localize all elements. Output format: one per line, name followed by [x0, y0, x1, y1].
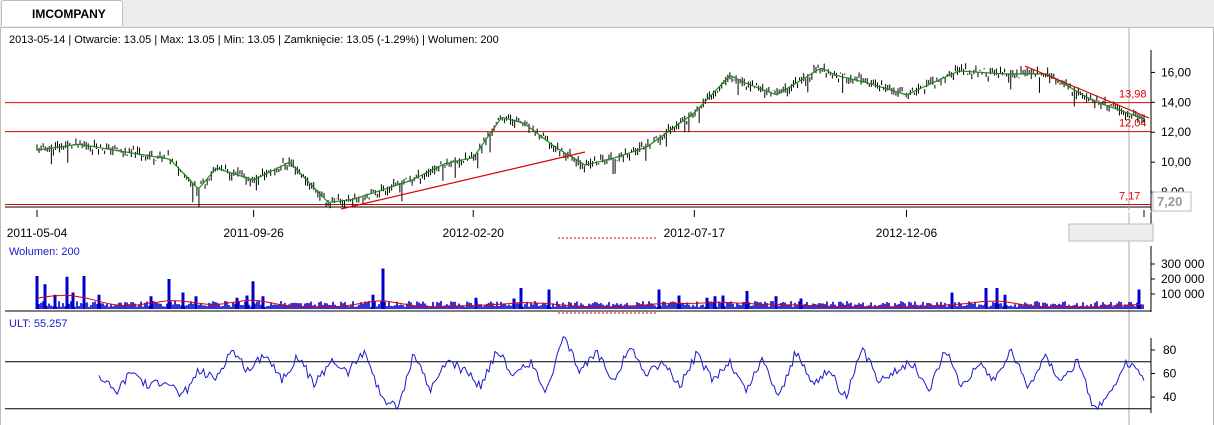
price-candles — [36, 63, 1145, 209]
price-level-label: 12,04 — [1119, 118, 1147, 130]
trend-line-rising — [340, 151, 586, 210]
volume-spike — [65, 276, 69, 309]
volume-spike — [677, 295, 681, 309]
price-levels: 13,98 12,04 7,17 — [5, 89, 1151, 205]
chart-svg[interactable]: 2013-05-14 | Otwarcie: 13.05 | Max: 13.0… — [1, 28, 1213, 425]
price-tick-label: 10,00 — [1161, 155, 1191, 169]
volume-spike — [512, 298, 516, 309]
x-tick-label: 2011-09-26 — [223, 226, 284, 240]
info-line: 2013-05-14 | Otwarcie: 13.05 | Max: 13.0… — [9, 34, 499, 46]
volume-spike — [35, 276, 39, 309]
volume-spike — [705, 297, 709, 309]
x-axis: 2011-05-04 2011-09-26 2012-02-20 2012-07-17… — [7, 210, 1151, 240]
volume-spike — [657, 289, 661, 309]
volume-spike — [97, 294, 101, 309]
volume-spike — [474, 297, 478, 309]
volume-spike — [235, 297, 239, 309]
current-value-box — [1152, 191, 1192, 212]
volume-spike — [1137, 289, 1141, 309]
ult-label: ULT: 55.257 — [9, 318, 68, 330]
volume-spike — [381, 268, 385, 309]
tab-imcompany[interactable]: IMCOMPANY — [1, 0, 123, 26]
price-tick-label: 12,00 — [1161, 125, 1191, 139]
trend-lines — [340, 65, 1150, 210]
tab-label: IMCOMPANY — [32, 7, 106, 21]
price-level-label: 7,17 — [1119, 190, 1140, 202]
volume-spike — [167, 279, 171, 309]
volume-spike — [799, 298, 803, 309]
x-tick-label: 2012-07-17 — [664, 226, 726, 240]
volume-spike — [53, 294, 57, 309]
ult-oscillator-line — [98, 336, 1145, 411]
volume-spike — [745, 291, 749, 309]
volume-spike — [984, 288, 988, 309]
volume-spike — [251, 281, 255, 309]
volume-spike — [261, 296, 265, 309]
volume-spike — [995, 288, 999, 309]
ult-tick-label: 80 — [1163, 343, 1177, 357]
current-value: 7,20 — [1157, 194, 1182, 209]
volume-spike — [519, 288, 523, 309]
x-tick-label: 2011-05-04 — [7, 226, 68, 240]
volume-spike — [774, 296, 778, 309]
trend-line-falling — [1024, 65, 1150, 119]
price-level-label: 13,98 — [1119, 89, 1147, 101]
x-tick-label: 2012-02-20 — [443, 226, 505, 240]
volume-tick-label: 300 000 — [1161, 257, 1205, 271]
cursor-date-box — [1068, 223, 1154, 242]
ult-tick-label: 40 — [1163, 390, 1177, 404]
volume-label: Wolumen: 200 — [9, 246, 80, 258]
volume-spike — [71, 292, 75, 309]
volume-bars — [35, 268, 1144, 309]
ult-tick-label: 60 — [1163, 367, 1177, 381]
volume-spike — [547, 289, 551, 309]
volume-tick-label: 200 000 — [1161, 272, 1205, 286]
volume-tick-label: 100 000 — [1161, 287, 1205, 301]
x-tick-label: 2012-12-06 — [876, 226, 938, 240]
ult-levels — [5, 361, 1151, 410]
volume-spike — [950, 292, 954, 309]
price-tick-label: 14,00 — [1161, 95, 1191, 109]
price-tick-label: 16,00 — [1161, 65, 1191, 79]
ult-y-ticks: 80 60 40 — [1151, 343, 1177, 404]
price-moving-average — [36, 67, 1145, 203]
tab-bar: IMCOMPANY — [0, 0, 1214, 28]
chart-area: 2013-05-14 | Otwarcie: 13.05 | Max: 13.0… — [0, 28, 1214, 425]
volume-spike — [82, 276, 86, 309]
volume-spike — [245, 295, 249, 309]
volume-moving-average — [36, 294, 1142, 308]
